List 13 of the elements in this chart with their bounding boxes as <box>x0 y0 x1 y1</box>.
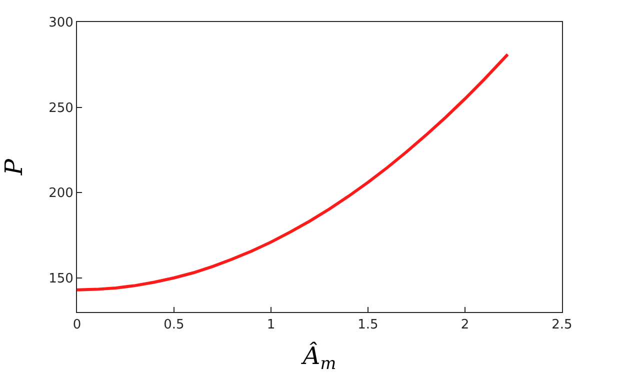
line-series <box>77 52 510 292</box>
y-tick-label: 200 <box>48 186 74 202</box>
x-tick-label: 2 <box>460 318 470 333</box>
x-axis-title: Â$_{m}$ <box>300 340 336 373</box>
x-tick-label: 0 <box>72 318 82 333</box>
x-tick-label: 1.5 <box>358 318 378 333</box>
y-tick-label: 250 <box>48 100 74 116</box>
y-axis-title: P <box>0 158 28 176</box>
x-tick-label: 1 <box>266 318 276 333</box>
y-tick-label: 300 <box>48 16 74 31</box>
x-tick-label: 0.5 <box>164 318 184 333</box>
x-tick-label: 2.5 <box>552 318 572 333</box>
y-tick-label: 150 <box>48 271 74 286</box>
